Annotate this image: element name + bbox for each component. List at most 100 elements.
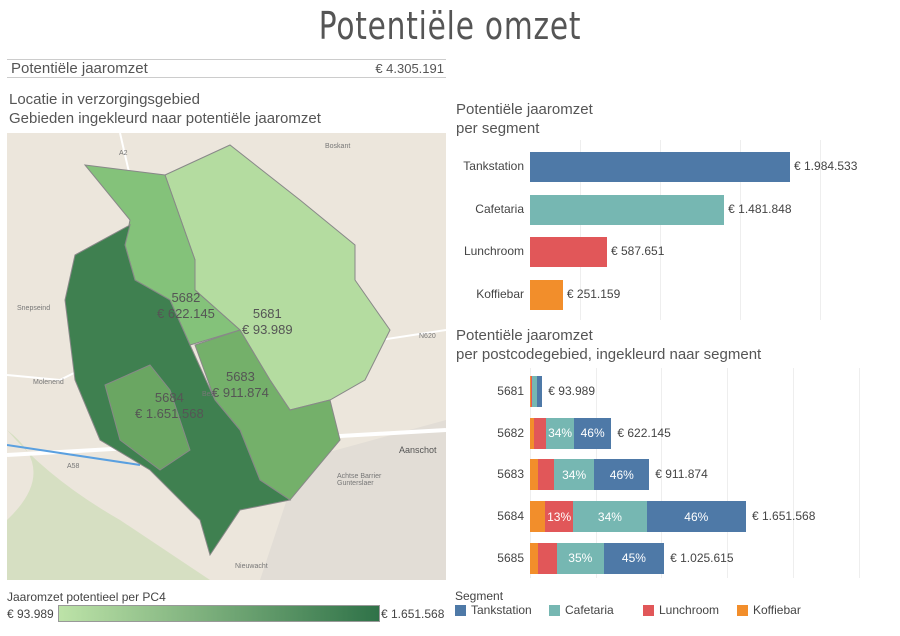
gridline xyxy=(661,368,662,578)
segment-koffiebar[interactable] xyxy=(530,376,531,407)
gridline xyxy=(580,140,581,320)
segment-cafetaria[interactable]: 34% xyxy=(546,417,574,449)
segment-koffiebar[interactable] xyxy=(530,417,535,449)
segment-cafetaria[interactable]: 34% xyxy=(573,501,647,533)
postcode-label: 5681 xyxy=(497,384,524,398)
bar-category-label: Tankstation xyxy=(463,159,524,173)
dashboard-title: Potentiële omzet xyxy=(318,4,582,48)
segment-lunchroom[interactable] xyxy=(530,376,533,407)
bar-koffiebar[interactable] xyxy=(530,280,563,311)
postcode-label: 5684 xyxy=(497,509,524,524)
legend-item-lunchroom[interactable]: Lunchroom xyxy=(643,603,737,617)
postcode-label: 5685 xyxy=(497,550,524,565)
map-label-5682: 5682 € 622.145 xyxy=(157,290,215,321)
road-label: A58 xyxy=(67,463,80,470)
stacked-bar-5685[interactable]: 35% 45% xyxy=(530,542,665,574)
segment-koffiebar[interactable] xyxy=(530,542,539,574)
kpi-value: € 4.305.191 xyxy=(375,61,444,76)
place-label: Nieuwacht xyxy=(235,563,268,570)
segment-cafetaria[interactable]: 34% xyxy=(553,459,595,491)
postcode-chart-title: Potentiële jaaromzet per postcodegebied, … xyxy=(456,327,762,363)
total-value-label: € 1.651.568 xyxy=(752,509,816,524)
bar-cafetaria[interactable] xyxy=(530,194,725,225)
legend-item-tankstation[interactable]: Tankstation xyxy=(455,603,549,617)
gridline xyxy=(820,140,821,320)
place-label: Boskant xyxy=(325,143,351,150)
place-label: Best xyxy=(202,391,217,398)
legend-label: Lunchroom xyxy=(659,603,720,617)
map-label-5681: 5681 € 93.989 xyxy=(242,306,293,337)
bar-tankstation[interactable] xyxy=(530,152,790,182)
map-legend-gradient xyxy=(58,605,380,622)
bar-lunchroom[interactable] xyxy=(530,237,607,268)
kpi-label: Potentiële jaaromzet xyxy=(11,60,148,77)
stacked-bar-5682[interactable]: 34% 46% xyxy=(530,417,612,449)
total-value-label: € 622.145 xyxy=(617,425,671,440)
legend-item-koffiebar[interactable]: Koffiebar xyxy=(737,603,817,617)
segment-koffiebar[interactable] xyxy=(530,459,539,491)
map-label-5683: 5683 € 911.874 xyxy=(212,369,269,400)
segment-tankstation[interactable] xyxy=(536,376,543,407)
postcode-chart: 5681 € 93.989 5682 34% 46% € 622.145 5683 34% 46… xyxy=(450,368,890,578)
stacked-bar-5681[interactable] xyxy=(530,376,543,407)
map-forest xyxy=(7,430,210,580)
total-value-label: € 1.025.615 xyxy=(670,550,734,565)
stacked-bar-5683[interactable]: 34% 46% xyxy=(530,459,650,491)
gridline xyxy=(740,140,741,320)
segment-cafetaria[interactable]: 35% xyxy=(556,542,604,574)
bar-value-label: € 1.984.533 xyxy=(794,159,858,173)
segment-lunchroom[interactable] xyxy=(538,542,557,574)
legend-swatch xyxy=(643,604,654,616)
road-label: A2 xyxy=(119,150,128,157)
segment-legend-title: Segment xyxy=(455,589,504,603)
segment-chart: Tankstation € 1.984.533 Cafetaria € 1.481.8… xyxy=(450,140,890,320)
legend-swatch xyxy=(737,604,748,616)
postcode-label: 5682 xyxy=(497,425,524,440)
bar-value-label: € 251.159 xyxy=(566,287,621,302)
segment-chart-title: Potentiële jaaromzet per segment xyxy=(456,101,593,137)
bar-category-label: Lunchroom xyxy=(463,244,524,259)
bar-value-label: € 1.481.848 xyxy=(728,201,792,216)
map-title-line2: Gebieden ingekleurd naar potentiële jaar… xyxy=(9,110,321,127)
gridline xyxy=(660,140,661,320)
legend-label: Cafetaria xyxy=(565,603,614,617)
map-legend-title: Jaaromzet potentieel per PC4 xyxy=(7,590,166,604)
segment-tankstation[interactable]: 45% xyxy=(603,542,665,574)
segment-legend: Tankstation Cafetaria Lunchroom Koffiebar xyxy=(455,603,817,617)
map-title-line1: Locatie in verzorgingsgebied xyxy=(9,91,200,108)
segment-tankstation[interactable]: 46% xyxy=(594,459,650,491)
stacked-bar-5684[interactable]: 13% 34% 46% xyxy=(530,501,746,533)
segment-tankstation[interactable]: 46% xyxy=(646,501,746,533)
bar-category-label: Koffiebar xyxy=(476,287,524,302)
place-label: Snepseind xyxy=(17,305,51,312)
map[interactable]: 5682 € 622.145 5681 € 93.989 5683 € 911.874… xyxy=(7,133,446,580)
segment-lunchroom[interactable] xyxy=(538,459,554,491)
road-label: N620 xyxy=(419,333,436,340)
gridline xyxy=(793,368,794,578)
legend-swatch xyxy=(549,604,560,616)
legend-swatch xyxy=(455,604,466,616)
legend-label: Tankstation xyxy=(471,603,532,617)
total-value-label: € 93.989 xyxy=(548,384,595,398)
bar-value-label: € 587.651 xyxy=(610,244,665,259)
place-label: Achtse Barrier Gunterslaer xyxy=(337,473,382,487)
kpi-total: Potentiële jaaromzet € 4.305.191 xyxy=(7,59,446,78)
segment-lunchroom[interactable]: 13% xyxy=(545,501,574,533)
legend-item-cafetaria[interactable]: Cafetaria xyxy=(549,603,643,617)
segment-tankstation[interactable]: 46% xyxy=(573,417,612,449)
bar-category-label: Cafetaria xyxy=(475,201,524,216)
map-legend-min: € 93.989 xyxy=(7,607,54,621)
postcode-label: 5683 xyxy=(497,467,524,482)
place-label-aanschot: Aanschot xyxy=(399,445,437,455)
gridline xyxy=(859,368,860,578)
region-5684[interactable] xyxy=(64,224,292,557)
map-title: Locatie in verzorgingsgebied Gebieden in… xyxy=(9,90,321,128)
legend-label: Koffiebar xyxy=(753,603,801,617)
segment-koffiebar[interactable] xyxy=(530,501,546,533)
segment-cafetaria[interactable] xyxy=(532,376,537,407)
segment-lunchroom[interactable] xyxy=(534,417,547,449)
gridline xyxy=(727,368,728,578)
place-label: Molenend xyxy=(33,379,64,386)
region-5685[interactable] xyxy=(104,364,191,471)
total-value-label: € 911.874 xyxy=(655,467,708,482)
